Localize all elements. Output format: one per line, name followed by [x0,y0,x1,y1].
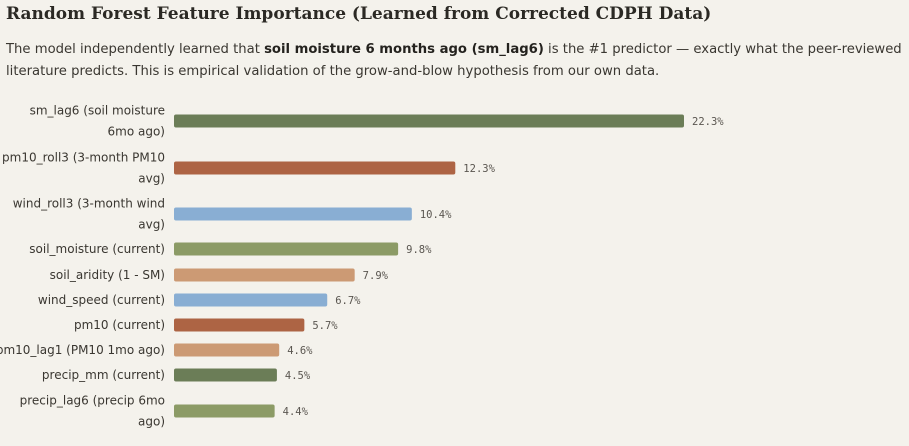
chart-title: Random Forest Feature Importance (Learne… [6,4,712,24]
bar-1 [174,114,684,128]
category-label-3: wind_roll3 (3-month wind avg) [13,197,165,232]
value-label-4: 9.8% [406,244,432,256]
bar-9 [174,368,277,382]
description-suffix: is the #1 predictor — exactly what the p… [6,42,902,79]
category-label-8: pm10_lag1 (PM10 1mo ago) [0,343,165,357]
bar-3 [174,207,412,221]
value-label-9: 4.5% [285,370,311,382]
bar-10 [174,404,275,418]
value-label-8: 4.6% [287,345,313,357]
value-label-6: 6.7% [335,295,361,307]
bar-5 [174,268,355,282]
chart-description: The model independently learned that soi… [6,39,906,83]
description-prefix: The model independently learned that [6,42,265,57]
category-label-1: sm_lag6 (soil moisture 6mo ago) [30,104,165,139]
value-label-10: 4.4% [283,406,309,418]
bar-7 [174,318,305,332]
category-label-10: precip_lag6 (precip 6mo ago) [20,394,165,429]
bar-8 [174,343,280,357]
bar-6 [174,293,328,307]
bar-2 [174,161,456,175]
description-highlight: soil moisture 6 months ago (sm_lag6) [264,42,544,57]
value-label-2: 12.3% [463,163,495,175]
category-label-4: soil_moisture (current) [29,242,165,256]
bar-4 [174,242,399,256]
category-label-5: soil_aridity (1 - SM) [50,268,165,282]
value-label-5: 7.9% [363,270,389,282]
category-label-9: precip_mm (current) [42,368,165,382]
value-label-7: 5.7% [312,320,338,332]
category-label-2: pm10_roll3 (3-month PM10 avg) [2,151,165,186]
category-label-7: pm10 (current) [74,318,165,332]
value-label-1: 22.3% [692,116,724,128]
category-label-6: wind_speed (current) [38,293,165,307]
value-label-3: 10.4% [420,209,452,221]
